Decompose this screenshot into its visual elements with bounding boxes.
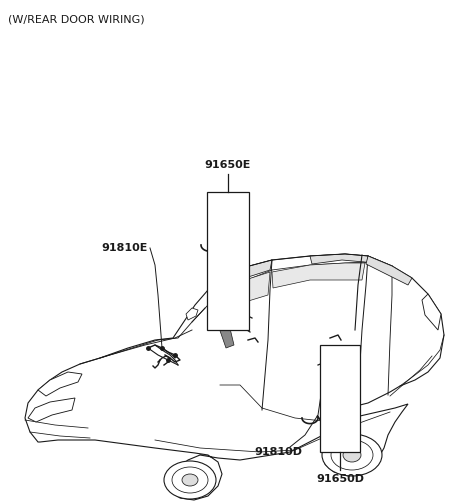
Bar (207, 192, 249, 330)
Polygon shape (186, 308, 198, 320)
Polygon shape (25, 254, 443, 500)
Ellipse shape (164, 461, 216, 499)
Text: 91810D: 91810D (253, 447, 301, 457)
Ellipse shape (321, 434, 381, 476)
Polygon shape (207, 260, 272, 305)
Ellipse shape (182, 474, 198, 486)
Text: 91650D: 91650D (315, 474, 363, 484)
Ellipse shape (342, 448, 360, 462)
Polygon shape (221, 272, 269, 308)
Polygon shape (28, 398, 75, 422)
Polygon shape (272, 263, 364, 288)
Bar (319, 345, 359, 452)
Polygon shape (365, 256, 411, 285)
Polygon shape (309, 254, 391, 272)
Polygon shape (207, 288, 234, 348)
Polygon shape (421, 294, 440, 330)
Text: (W/REAR DOOR WIRING): (W/REAR DOOR WIRING) (8, 14, 144, 24)
Text: 91650E: 91650E (204, 160, 251, 170)
Text: 91810E: 91810E (101, 243, 147, 253)
Ellipse shape (172, 467, 207, 493)
Polygon shape (335, 362, 355, 416)
Ellipse shape (330, 440, 372, 470)
Polygon shape (38, 372, 82, 396)
